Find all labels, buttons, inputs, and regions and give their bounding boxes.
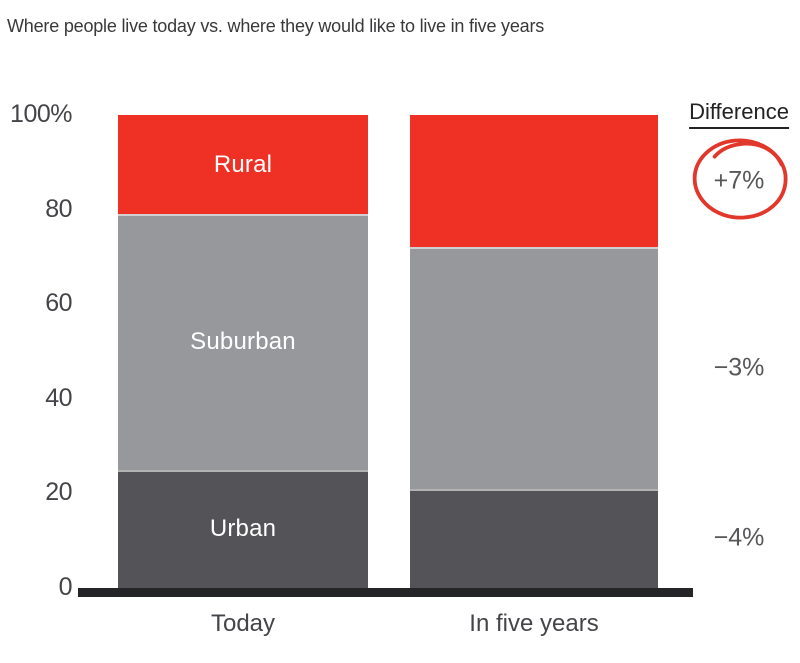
bar-segment-rural-today: Rural <box>118 115 368 215</box>
y-axis-tick-label: 20 <box>45 478 72 507</box>
difference-value-rural-highlighted: +7% <box>693 138 788 220</box>
x-axis-line <box>78 588 693 597</box>
chart-title: Where people live today vs. where they w… <box>7 16 545 36</box>
bar-segment-urban-today: Urban <box>118 469 368 588</box>
bar-segment-urban-in-five-years <box>410 488 658 588</box>
x-axis-category-label-today: Today <box>210 610 276 637</box>
segment-label-rural: Rural <box>213 150 273 178</box>
y-axis-tick-label: 80 <box>45 194 72 223</box>
segment-label-urban: Urban <box>209 514 277 542</box>
y-axis-tick-label: 100% <box>10 99 72 128</box>
bar-segment-rural-in-five-years <box>410 115 658 248</box>
difference-value-urban: −4% <box>713 523 765 552</box>
difference-value-suburban: −3% <box>713 353 765 382</box>
highlight-circle-icon <box>693 138 788 220</box>
bar-segment-suburban-today: Suburban <box>118 214 368 470</box>
segment-label-suburban: Suburban <box>190 328 296 356</box>
y-axis-tick-label: 60 <box>45 289 72 318</box>
x-axis-category-label-in-five-years: In five years <box>469 610 599 637</box>
y-axis-tick-label: 0 <box>58 572 73 601</box>
y-axis-tick-label: 40 <box>45 383 72 412</box>
bar-segment-suburban-in-five-years <box>410 247 658 489</box>
difference-column-header: Difference <box>689 99 789 129</box>
